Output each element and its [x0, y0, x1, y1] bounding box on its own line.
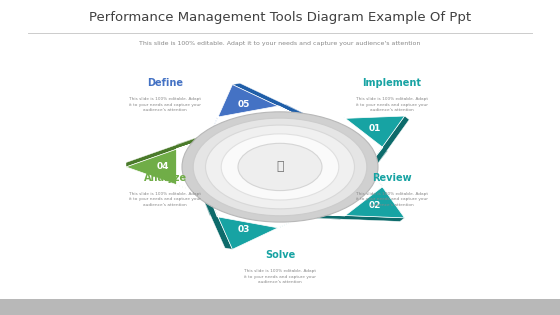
Circle shape: [238, 143, 322, 191]
Polygon shape: [212, 203, 297, 249]
Text: Define: Define: [147, 78, 183, 89]
Text: 02: 02: [369, 201, 381, 210]
Polygon shape: [176, 137, 198, 149]
Text: 01: 01: [369, 123, 381, 133]
Text: 04: 04: [156, 163, 169, 171]
Text: 🤝: 🤝: [276, 160, 284, 174]
Text: This slide is 100% editable. Adapt it to your needs and capture your audience's : This slide is 100% editable. Adapt it to…: [139, 41, 421, 46]
Text: Review: Review: [372, 173, 412, 183]
Text: 05: 05: [237, 100, 250, 109]
Text: This slide is 100% editable. Adapt
it to your needs and capture your
audience's : This slide is 100% editable. Adapt it to…: [129, 192, 201, 207]
Polygon shape: [316, 215, 345, 220]
Text: Performance Management Tools Diagram Example Of Ppt: Performance Management Tools Diagram Exa…: [89, 11, 471, 24]
Polygon shape: [320, 116, 404, 160]
Polygon shape: [373, 116, 409, 164]
Polygon shape: [204, 202, 217, 217]
Text: This slide is 100% editable. Adapt
it to your needs and capture your
audience's : This slide is 100% editable. Adapt it to…: [356, 97, 428, 112]
Circle shape: [182, 112, 378, 222]
Polygon shape: [212, 84, 297, 131]
Text: 03: 03: [237, 225, 250, 234]
Polygon shape: [232, 83, 305, 115]
Polygon shape: [320, 174, 404, 218]
Text: This slide is 100% editable. Adapt
it to your needs and capture your
audience's : This slide is 100% editable. Adapt it to…: [129, 97, 201, 112]
Text: Implement: Implement: [362, 78, 422, 89]
Circle shape: [193, 118, 367, 216]
Text: This slide is 100% editable. Adapt
it to your needs and capture your
audience's : This slide is 100% editable. Adapt it to…: [356, 192, 428, 207]
Text: This slide is 100% editable. Adapt
it to your needs and capture your
audience's : This slide is 100% editable. Adapt it to…: [244, 269, 316, 284]
Bar: [0, 299, 560, 315]
Circle shape: [221, 134, 339, 200]
Polygon shape: [373, 147, 388, 164]
Text: Analyze: Analyze: [143, 173, 187, 183]
Polygon shape: [279, 105, 305, 115]
Polygon shape: [126, 137, 198, 167]
Text: Solve: Solve: [265, 250, 295, 260]
Polygon shape: [204, 202, 232, 249]
Polygon shape: [316, 215, 404, 221]
Polygon shape: [126, 142, 198, 192]
Circle shape: [206, 125, 354, 209]
